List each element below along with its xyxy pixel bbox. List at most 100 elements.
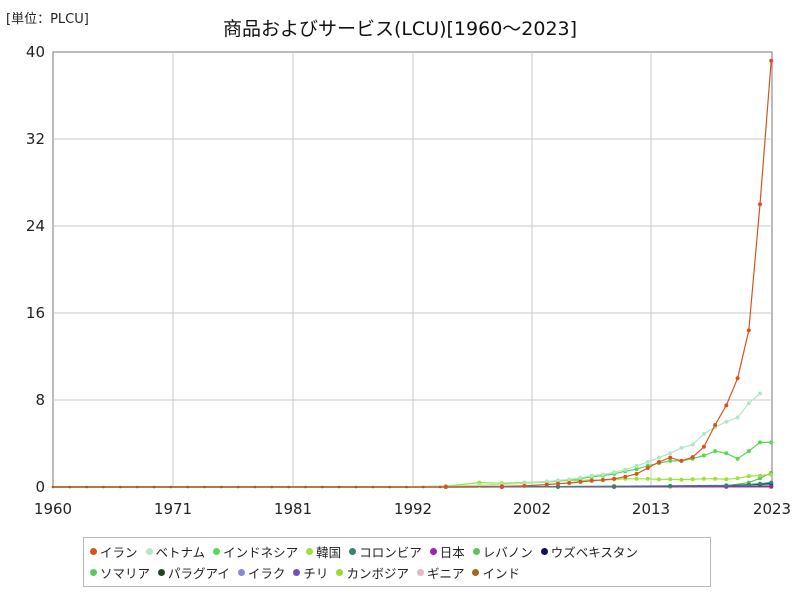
data-point (713, 449, 718, 454)
data-point (679, 458, 684, 463)
legend-marker (416, 569, 424, 576)
data-point (567, 481, 572, 485)
data-point (724, 477, 729, 482)
legend-label: コロンビア (359, 545, 422, 560)
legend-item: パラグアイ (158, 563, 230, 582)
legend-label: ギニア (426, 566, 465, 581)
data-point (769, 472, 774, 477)
legend-label: ウズベキスタン (550, 545, 638, 560)
legend-item: ベトナム (145, 542, 206, 561)
legend-marker (429, 548, 437, 555)
data-point (690, 455, 695, 460)
legend-item: イラク (237, 563, 286, 582)
data-point (304, 485, 307, 489)
legend-marker (306, 548, 314, 555)
legend-item: インド (472, 563, 520, 582)
legend-item: ウズベキスタン (540, 542, 638, 561)
legend-item: 韓国 (306, 542, 341, 561)
data-point (758, 391, 762, 396)
legend-label: ベトナム (155, 545, 206, 560)
data-point (645, 476, 650, 481)
legend-label: イラン (100, 545, 138, 560)
legend-item: レバノン (472, 542, 533, 561)
data-point (544, 479, 549, 484)
legend-marker (349, 548, 357, 555)
data-point (701, 444, 706, 449)
data-point (612, 484, 617, 489)
legend-marker (472, 569, 480, 576)
data-point (556, 478, 560, 483)
data-point (758, 202, 762, 207)
data-point (735, 415, 740, 420)
data-point (477, 480, 482, 485)
legend-label: 日本 (439, 545, 465, 560)
legend-label: イラク (247, 566, 286, 581)
data-point (589, 478, 594, 483)
data-point (68, 485, 72, 489)
data-point (169, 485, 173, 489)
data-point (746, 401, 751, 406)
data-point (253, 485, 257, 489)
legend-label: 韓国 (316, 545, 342, 560)
data-point (701, 476, 706, 481)
data-point (690, 477, 695, 482)
data-point (544, 482, 549, 487)
y-tick-label: 24 (26, 217, 45, 235)
x-tick-label: 1992 (394, 500, 432, 518)
legend-item: ギニア (416, 563, 465, 582)
legend-item: イラン (90, 542, 138, 561)
data-point (746, 328, 751, 333)
legend-marker (472, 548, 480, 555)
y-tick-label: 16 (26, 304, 45, 322)
legend-marker (158, 569, 166, 576)
legend-label: カンボジア (346, 566, 409, 581)
legend-item: 日本 (429, 542, 465, 561)
series-line (53, 473, 772, 488)
y-tick-label: 8 (35, 391, 45, 409)
legend-row: イラン ベトナム インドネシア 韓国 コロンビア 日本 レバノン ウズベキスタン (90, 541, 704, 562)
data-point (388, 485, 392, 489)
data-point (556, 484, 560, 489)
legend-marker (145, 548, 153, 555)
x-tick-label: 2023 (753, 500, 791, 518)
data-point (645, 466, 650, 470)
data-point (724, 451, 729, 456)
data-point (758, 440, 762, 445)
data-point (735, 376, 740, 381)
data-point (724, 419, 729, 424)
legend-label: チリ (303, 566, 329, 581)
data-point (287, 485, 291, 489)
data-point (600, 477, 605, 482)
data-point (657, 460, 661, 464)
data-point (713, 476, 718, 481)
data-point (724, 483, 729, 488)
legend-label: レバノン (482, 545, 533, 560)
data-point (769, 58, 774, 63)
data-point (443, 484, 448, 489)
series-line (53, 60, 772, 488)
data-point (321, 485, 324, 489)
unit-label: [単位：PLCU] (6, 12, 89, 27)
data-point (337, 485, 341, 489)
data-point (612, 476, 617, 481)
legend-label: ソマリア (100, 566, 151, 581)
data-point (270, 485, 274, 489)
data-point (769, 440, 774, 445)
data-point (668, 451, 673, 456)
legend-item: チリ (293, 563, 328, 582)
data-point (679, 445, 684, 450)
legend-marker (90, 569, 97, 576)
data-point (152, 485, 156, 489)
data-point (668, 455, 673, 460)
legend-label: インドネシア (223, 545, 299, 560)
data-point (657, 477, 661, 482)
x-tick-label: 1981 (274, 500, 312, 518)
data-point (690, 442, 695, 447)
y-tick-label: 40 (26, 43, 45, 61)
data-point (769, 484, 774, 489)
data-point (51, 485, 55, 489)
legend-item: ソマリア (90, 563, 150, 582)
data-point (522, 483, 527, 488)
